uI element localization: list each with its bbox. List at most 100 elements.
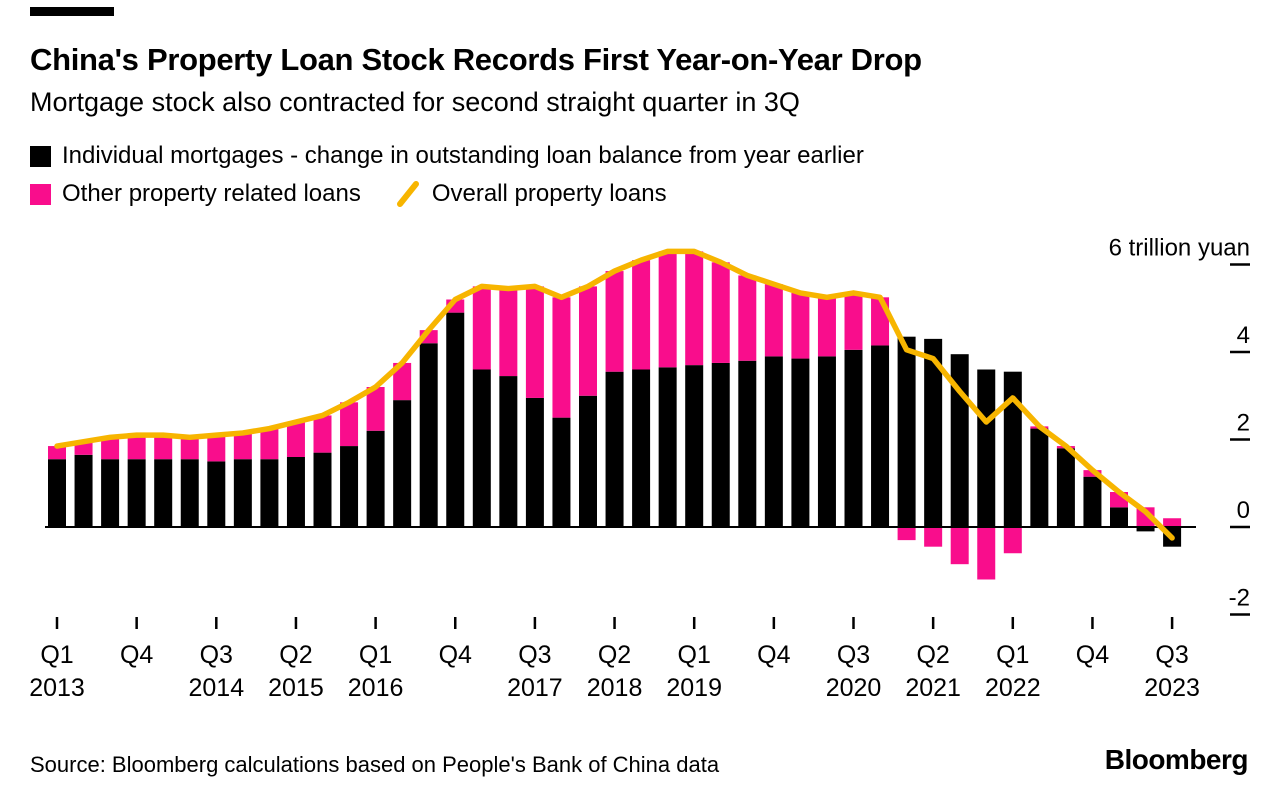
- other-loans-bar: [472, 286, 491, 370]
- other-loans-bar: [48, 446, 66, 460]
- x-tick-label: Q2: [598, 641, 631, 669]
- mortgage-bar: [791, 358, 810, 527]
- y-tick-label: -2: [1229, 585, 1250, 612]
- other-loans-bar: [366, 387, 385, 431]
- overall-line-swatch-icon: [395, 181, 421, 207]
- mortgage-bar: [844, 349, 863, 527]
- other-loans-bar: [658, 251, 677, 368]
- mortgage-bar: [180, 459, 199, 527]
- other-loans-bar: [101, 437, 120, 460]
- other-loans-bar: [207, 435, 226, 462]
- x-tick-label: Q4: [757, 641, 790, 669]
- other-loans-bar: [180, 437, 199, 460]
- mortgage-bar: [977, 369, 996, 527]
- other-loans-bar: [685, 251, 704, 366]
- mortgage-bar: [632, 369, 651, 527]
- other-loans-bar: [127, 435, 146, 460]
- other-loans-bar: [552, 297, 571, 418]
- other-loans-bar: [1003, 527, 1022, 554]
- x-tick-label: Q1: [678, 641, 711, 669]
- x-tick-label: Q4: [120, 641, 153, 669]
- legend-label-other-loans: Other property related loans: [62, 180, 361, 207]
- x-year-label: 2021: [905, 674, 961, 702]
- other-loans-bar: [233, 432, 252, 460]
- mortgage-bar: [48, 459, 66, 527]
- mortgage-bar: [764, 356, 783, 527]
- mortgage-bar: [817, 356, 836, 527]
- mortgage-bar: [1136, 527, 1155, 532]
- other-loans-bar: [924, 527, 943, 547]
- mortgage-bar: [313, 452, 332, 527]
- other-loans-bar: [525, 286, 544, 398]
- x-tick-label: Q2: [916, 641, 949, 669]
- other-loans-bar: [605, 271, 624, 372]
- other-loans-bar: [286, 422, 305, 457]
- x-tick-label: Q1: [359, 641, 392, 669]
- other-loans-bar: [897, 527, 916, 541]
- other-loans-bar: [950, 527, 969, 565]
- top-rule: [30, 7, 114, 16]
- other-loans-bar: [1136, 507, 1155, 527]
- x-tick-label: Q2: [279, 641, 312, 669]
- mortgage-bar: [552, 417, 571, 527]
- mortgage-bar: [685, 365, 704, 527]
- x-tick-label: Q1: [996, 641, 1029, 669]
- mortgage-bar: [260, 459, 279, 527]
- chart-area: 6 trillion yuan 4 2 0 -2 Q1 2013 Q4 Q3 2014 Q2 2015…: [0, 225, 1280, 710]
- other-loans-bar: [977, 527, 996, 580]
- x-year-label: 2018: [587, 674, 643, 702]
- other-loans-bar: [579, 286, 597, 396]
- x-tick-label: Q4: [439, 641, 472, 669]
- mortgage-bar: [1003, 371, 1022, 527]
- mortgage-bar: [286, 457, 305, 527]
- legend-item-overall: Overall property loans: [395, 180, 667, 208]
- legend: Individual mortgages - change in outstan…: [30, 140, 864, 210]
- mortgage-bar: [74, 454, 93, 527]
- x-year-label: 2013: [29, 674, 85, 702]
- mortgage-bar: [340, 446, 359, 527]
- x-year-label: 2017: [507, 674, 563, 702]
- other-loans-swatch-icon: [30, 183, 51, 205]
- other-loans-bar: [764, 284, 783, 357]
- source-note: Source: Bloomberg calculations based on …: [30, 752, 720, 777]
- mortgage-bar: [366, 430, 385, 527]
- x-year-label: 2022: [985, 674, 1041, 702]
- x-year-label: 2019: [666, 674, 722, 702]
- mortgage-bar: [101, 459, 120, 527]
- x-year-label: 2014: [188, 674, 244, 702]
- mortgage-bar: [419, 343, 438, 527]
- legend-item-mortgages: Individual mortgages - change in outstan…: [30, 142, 864, 170]
- mortgage-bar: [1110, 507, 1128, 527]
- mortgage-bar: [658, 367, 677, 527]
- mortgage-bar: [1056, 448, 1075, 527]
- y-tick-label: 2: [1237, 410, 1250, 437]
- x-tick-label: Q3: [1155, 641, 1188, 669]
- legend-row: Other property related loans Overall pro…: [30, 178, 864, 210]
- y-tick-label: 0: [1237, 497, 1250, 524]
- other-loans-bar: [499, 288, 518, 377]
- other-loans-bar: [154, 435, 173, 460]
- property-loan-chart: 6 trillion yuan 4 2 0 -2 Q1 2013 Q4 Q3 2014 Q2 2015…: [29, 235, 1250, 702]
- x-tick-label: Q1: [40, 641, 73, 669]
- other-loans-bar: [791, 292, 810, 359]
- other-loans-bar: [260, 428, 279, 460]
- mortgage-bar: [499, 376, 518, 527]
- x-year-label: 2015: [268, 674, 324, 702]
- other-loans-bar: [313, 415, 332, 453]
- x-tick-label: Q3: [518, 641, 551, 669]
- other-loans-bar: [340, 402, 359, 447]
- mortgage-bar: [924, 338, 943, 527]
- other-loans-bar: [1163, 518, 1182, 527]
- mortgage-bar: [897, 336, 916, 527]
- legend-row: Individual mortgages - change in outstan…: [30, 140, 864, 172]
- x-year-label: 2020: [826, 674, 882, 702]
- mortgage-bar: [207, 461, 226, 527]
- overall-line: [54, 248, 1175, 541]
- x-tick-label: Q3: [200, 641, 233, 669]
- mortgage-bar: [233, 459, 252, 527]
- mortgage-bar: [711, 362, 730, 527]
- y-tick-label: 4: [1237, 322, 1250, 349]
- other-loans-bar: [711, 262, 730, 363]
- mortgage-bar: [579, 395, 597, 527]
